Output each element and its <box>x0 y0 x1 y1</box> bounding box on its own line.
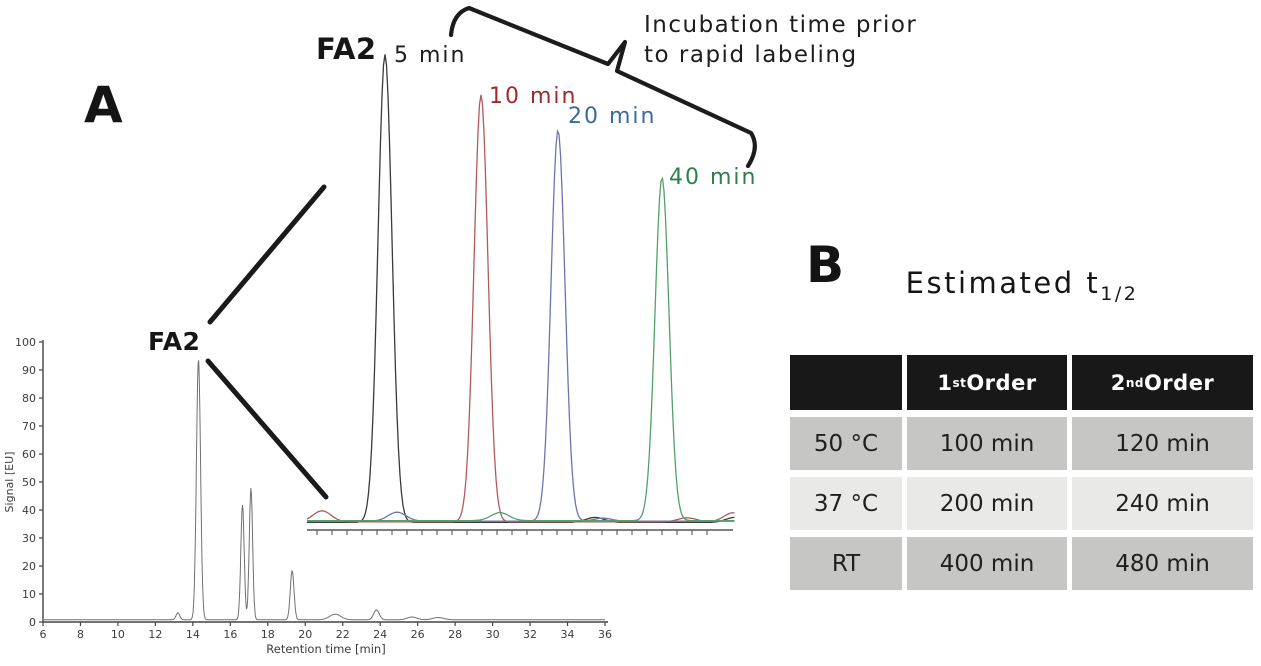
svg-text:20: 20 <box>298 628 312 641</box>
peak-label-5min: 5 min <box>394 43 467 68</box>
table-title-subscript: 1/2 <box>1100 282 1139 305</box>
row-rt-1st-order: 400 min <box>907 537 1067 590</box>
svg-text:28: 28 <box>448 628 462 641</box>
svg-text:12: 12 <box>148 628 162 641</box>
svg-text:36: 36 <box>598 628 612 641</box>
svg-text:6: 6 <box>40 628 47 641</box>
header-cell-empty <box>790 355 902 410</box>
svg-text:14: 14 <box>186 628 200 641</box>
row-rt-2nd-order: 480 min <box>1072 537 1253 590</box>
svg-text:50: 50 <box>22 476 36 489</box>
svg-text:Retention time [min]: Retention time [min] <box>266 642 385 656</box>
svg-text:Signal [EU]: Signal [EU] <box>3 452 16 513</box>
svg-text:20: 20 <box>22 560 36 573</box>
svg-text:24: 24 <box>373 628 387 641</box>
svg-text:80: 80 <box>22 392 36 405</box>
svg-text:70: 70 <box>22 420 36 433</box>
row-50c-1st-order: 100 min <box>907 417 1067 470</box>
svg-text:34: 34 <box>561 628 575 641</box>
svg-text:22: 22 <box>336 628 350 641</box>
table-title-text: Estimated t <box>905 266 1101 300</box>
row-37c-2nd-order: 240 min <box>1072 477 1253 530</box>
svg-text:10: 10 <box>22 588 36 601</box>
peak-label-20min: 20 min <box>568 104 657 129</box>
row-37c-label: 37 °C <box>790 477 902 530</box>
inset-chromatogram <box>306 54 735 535</box>
svg-text:60: 60 <box>22 448 36 461</box>
svg-text:30: 30 <box>22 532 36 545</box>
table-title: Estimated t1/2 <box>790 266 1254 305</box>
svg-text:32: 32 <box>523 628 537 641</box>
panel-b-label: B <box>806 236 846 294</box>
row-37c-1st-order: 200 min <box>907 477 1067 530</box>
peak-label-40min: 40 min <box>669 165 758 190</box>
svg-text:100: 100 <box>15 336 36 349</box>
inset-trace-40-min <box>307 176 735 522</box>
peak-label-10min: 10 min <box>489 84 578 109</box>
svg-text:8: 8 <box>77 628 84 641</box>
fa2-inset-peak-label: FA2 <box>316 32 377 66</box>
svg-text:90: 90 <box>22 364 36 377</box>
row-rt-label: RT <box>790 537 902 590</box>
svg-text:26: 26 <box>411 628 425 641</box>
inset-trace-5-min <box>307 54 735 524</box>
svg-text:30: 30 <box>486 628 500 641</box>
panel-a-label: A <box>84 76 124 134</box>
svg-text:0: 0 <box>29 616 36 629</box>
svg-text:40: 40 <box>22 504 36 517</box>
row-50c-label: 50 °C <box>790 417 902 470</box>
svg-text:16: 16 <box>223 628 237 641</box>
incubation-annotation: Incubation time prior to rapid labeling <box>644 12 918 69</box>
fa2-main-peak-label: FA2 <box>148 327 201 356</box>
svg-text:10: 10 <box>111 628 125 641</box>
row-50c-2nd-order: 120 min <box>1072 417 1253 470</box>
svg-text:18: 18 <box>261 628 275 641</box>
main-chromatogram: 0 10 20 30 40 50 60 70 80 90 100 6 8 10 12 14 16 18 20 22 24… <box>3 336 612 656</box>
